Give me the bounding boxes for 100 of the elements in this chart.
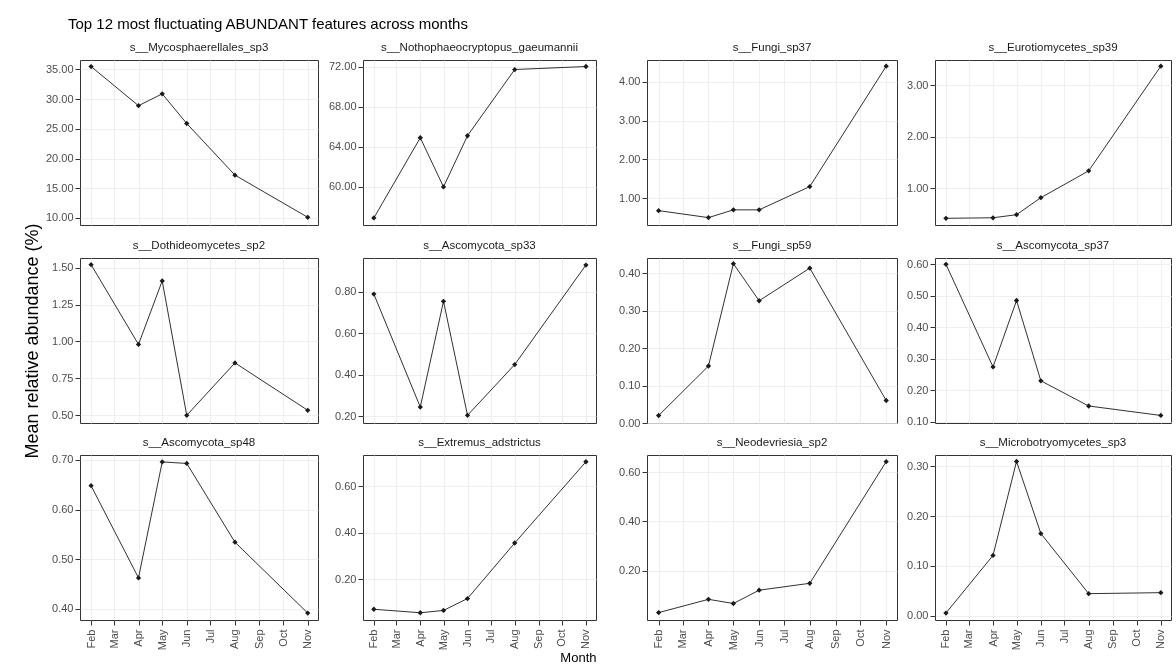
y-tick-label: 0.20 [907, 509, 929, 522]
text: s__Fungi_sp37 [732, 41, 812, 53]
y-tick-label: 60.00 [328, 180, 357, 193]
point [1013, 458, 1020, 465]
y-tick-label: 0.20 [335, 409, 357, 422]
x-tick-label: Aug [803, 629, 816, 650]
point [1158, 412, 1164, 419]
text: s__Ascomycota_sp37 [996, 239, 1110, 251]
y-tick-label: 4.00 [619, 75, 641, 88]
x-tick-label: Sep [252, 629, 265, 650]
y-tick-label: 0.40 [335, 526, 357, 539]
x-tick-label: Nov [879, 629, 892, 650]
y-tick-label: 0.20 [335, 572, 357, 585]
point [440, 184, 447, 190]
point [305, 407, 311, 413]
point [1086, 168, 1092, 174]
x-tick-label: Nov [301, 629, 314, 650]
text: s__Extremus_adstrictus [418, 436, 542, 448]
point [655, 412, 662, 419]
y-tick-label: 1.00 [907, 181, 929, 194]
point [88, 262, 94, 268]
point [807, 580, 813, 586]
point [1086, 591, 1092, 597]
y-tick-label: 0.30 [907, 352, 929, 365]
point [371, 606, 377, 612]
x-tick-label: Mar [107, 629, 120, 649]
x-tick-label: Aug [228, 629, 241, 650]
point [1038, 195, 1044, 201]
series-label: s__Fungi_sp59 [732, 239, 812, 251]
x-tick-label: Mar [389, 629, 402, 649]
point [1158, 63, 1164, 69]
y-tick-label: 1.50 [52, 261, 74, 274]
x-tick-label: Sep [532, 629, 545, 650]
y-tick-label: 64.00 [328, 140, 357, 153]
x-tick-label: Feb [939, 629, 952, 649]
y-tick-label: 35.00 [45, 63, 74, 75]
x-tick-label: Mar [676, 629, 689, 649]
y-tick-label: 30.00 [45, 92, 74, 105]
y-tick-label: 0.30 [907, 459, 929, 472]
x-tick-label: Aug [508, 629, 521, 650]
point [512, 361, 518, 368]
point [440, 298, 447, 304]
x-tick-label: Apr [132, 629, 145, 647]
x-tick-label: May [155, 629, 168, 651]
y-tick-label: 0.40 [335, 368, 357, 381]
point [730, 207, 737, 213]
x-tick-label: Oct [555, 629, 568, 647]
x-tick-label: Nov [579, 629, 592, 650]
y-tick-label: 0.60 [619, 465, 641, 478]
point [417, 610, 423, 616]
y-tick-label: 0.00 [619, 416, 641, 429]
point [730, 260, 737, 267]
point [1086, 403, 1092, 409]
point [655, 609, 662, 616]
y-tick-label: 0.60 [335, 326, 357, 339]
text: s__Microbotryomycetes_sp3 [979, 436, 1127, 448]
x-tick-label: Aug [1082, 629, 1095, 650]
y-tick-label: 0.50 [907, 289, 929, 302]
y-tick-label: 0.50 [52, 552, 74, 565]
y-tick-label: 1.00 [52, 334, 74, 347]
y-tick-label: 0.50 [52, 408, 74, 421]
point [655, 207, 662, 214]
y-tick-label: 0.80 [335, 285, 357, 298]
y-tick-label: 15.00 [45, 181, 74, 194]
x-tick-label: Nov [1154, 629, 1167, 650]
text: s__Eurotiomycetes_sp39 [988, 41, 1118, 53]
point [88, 63, 94, 70]
point [883, 459, 889, 465]
y-tick-label: 0.70 [52, 453, 74, 466]
y-tick-label: 0.20 [907, 383, 929, 396]
point [705, 214, 712, 221]
y-tick-label: 3.00 [619, 114, 641, 127]
chart-title: Top 12 most fluctuating ABUNDANT features across months [68, 15, 468, 32]
point [159, 91, 165, 97]
x-tick-label: Jun [752, 629, 765, 648]
y-tick-label: 0.75 [52, 371, 74, 384]
x-tick-label: Oct [1130, 629, 1142, 647]
y-tick-label: 20.00 [45, 152, 74, 165]
x-tick-label: Jun [461, 629, 473, 648]
y-tick-label: 25.00 [45, 122, 74, 135]
point [990, 552, 996, 559]
point [807, 183, 813, 190]
point [417, 135, 423, 141]
text: s__Mycosphaerellales_sp3 [129, 41, 269, 53]
x-tick-label: Apr [986, 629, 999, 647]
x-tick-label: Feb [84, 629, 97, 649]
point [512, 66, 518, 73]
x-tick-label: Feb [652, 629, 665, 649]
y-tick-label: 0.20 [619, 564, 641, 577]
y-tick-label: 2.00 [907, 130, 929, 143]
y-tick-label: 0.10 [619, 379, 641, 391]
point [464, 595, 471, 602]
point [883, 397, 889, 404]
point [583, 63, 589, 70]
y-tick-label: 0.40 [619, 266, 641, 279]
point [1038, 378, 1044, 384]
y-tick-label: 10.00 [45, 211, 74, 224]
x-axis-title: Month [560, 650, 597, 666]
y-axis-title: Mean relative abundance (%) [22, 223, 43, 459]
point [1158, 590, 1164, 596]
